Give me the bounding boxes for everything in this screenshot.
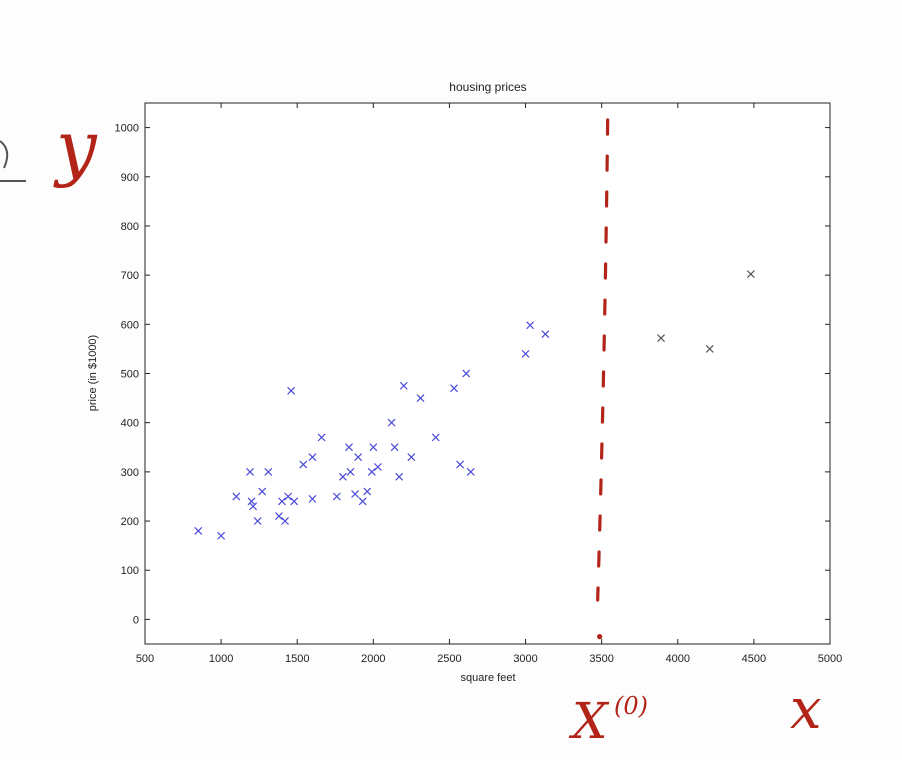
data-point xyxy=(281,517,289,525)
x-tick-label: 4500 xyxy=(742,653,766,665)
data-point xyxy=(387,418,396,427)
y-tick-label: 600 xyxy=(121,319,139,331)
data-point xyxy=(521,350,530,358)
data-point xyxy=(253,517,262,525)
data-point xyxy=(407,453,416,461)
query-point-dot xyxy=(597,634,603,640)
data-point xyxy=(354,453,362,461)
left-margin-curve xyxy=(0,140,9,169)
y-tick-label: 700 xyxy=(121,270,139,282)
data-point xyxy=(369,443,378,452)
data-point xyxy=(363,487,372,496)
x-axis-label: square feet xyxy=(460,672,515,684)
x-tick-label: 5000 xyxy=(818,653,842,665)
data-point xyxy=(232,492,241,501)
x-tick-label: 2500 xyxy=(437,653,461,665)
data-point xyxy=(258,487,267,496)
data-point xyxy=(358,497,367,506)
data-point xyxy=(345,443,353,452)
query-vertical-dashed-line xyxy=(596,118,610,602)
data-point xyxy=(299,460,308,469)
data-point xyxy=(264,468,273,476)
data-point xyxy=(747,270,755,278)
data-point xyxy=(541,330,550,338)
data-point xyxy=(249,502,257,511)
chart-title: housing prices xyxy=(449,80,526,94)
y-tick-label: 1000 xyxy=(115,123,139,135)
data-point xyxy=(284,492,292,501)
x-tick-label: 1500 xyxy=(285,653,309,665)
data-point xyxy=(456,460,464,469)
data-point xyxy=(308,453,317,461)
x-tick-label: 3500 xyxy=(589,653,613,665)
data-point xyxy=(416,394,425,402)
y-tick-label: 900 xyxy=(121,172,139,184)
data-point xyxy=(450,384,458,393)
data-point xyxy=(395,472,404,481)
x-axis-symbol: x xyxy=(790,677,822,742)
query-superscript: (0) xyxy=(614,692,648,720)
data-points xyxy=(194,270,755,540)
data-point xyxy=(278,497,286,506)
y-tick-label: 300 xyxy=(121,467,139,479)
data-point xyxy=(705,345,714,353)
data-point xyxy=(339,472,347,481)
x-tick-label: 4000 xyxy=(666,653,690,665)
query-symbol: X xyxy=(568,692,610,750)
x-tick-label: 1000 xyxy=(209,653,233,665)
y-tick-label: 800 xyxy=(121,221,139,233)
plot-frame xyxy=(144,102,831,645)
data-point xyxy=(247,497,256,506)
data-point xyxy=(217,531,225,540)
y-tick-label: 200 xyxy=(121,516,139,528)
data-point xyxy=(308,495,317,503)
y-tick-label: 100 xyxy=(121,565,139,577)
x-tick-label: 3000 xyxy=(513,653,537,665)
y-tick-label: 400 xyxy=(121,418,139,430)
data-point xyxy=(368,468,376,476)
y-tick-label: 500 xyxy=(121,369,139,381)
data-point xyxy=(275,512,283,520)
data-point xyxy=(431,433,440,442)
data-point xyxy=(333,492,341,501)
data-point xyxy=(466,468,475,476)
x-tick-label: 2000 xyxy=(361,653,385,665)
y-axis-label: price (in $1000) xyxy=(87,335,99,411)
data-point xyxy=(351,490,359,498)
x-tick-label: 500 xyxy=(136,653,154,665)
y-tick-label: 0 xyxy=(133,614,139,626)
data-point xyxy=(374,463,382,471)
data-point xyxy=(462,369,470,378)
handwritten-annotations: y x X (0) xyxy=(0,105,822,750)
data-point xyxy=(346,468,355,476)
data-point xyxy=(246,468,254,476)
data-point xyxy=(194,527,203,535)
data-point xyxy=(290,497,298,506)
data-point xyxy=(399,381,408,390)
data-point xyxy=(526,321,534,330)
y-axis-symbol: y xyxy=(53,105,98,189)
data-point xyxy=(317,433,326,442)
data-point xyxy=(657,334,665,342)
data-point xyxy=(287,386,295,395)
data-point xyxy=(390,443,399,452)
axis-ticks: 500 1000 1500 2000 2500 3000 3500 4000 4500 5000 0… xyxy=(115,103,842,665)
